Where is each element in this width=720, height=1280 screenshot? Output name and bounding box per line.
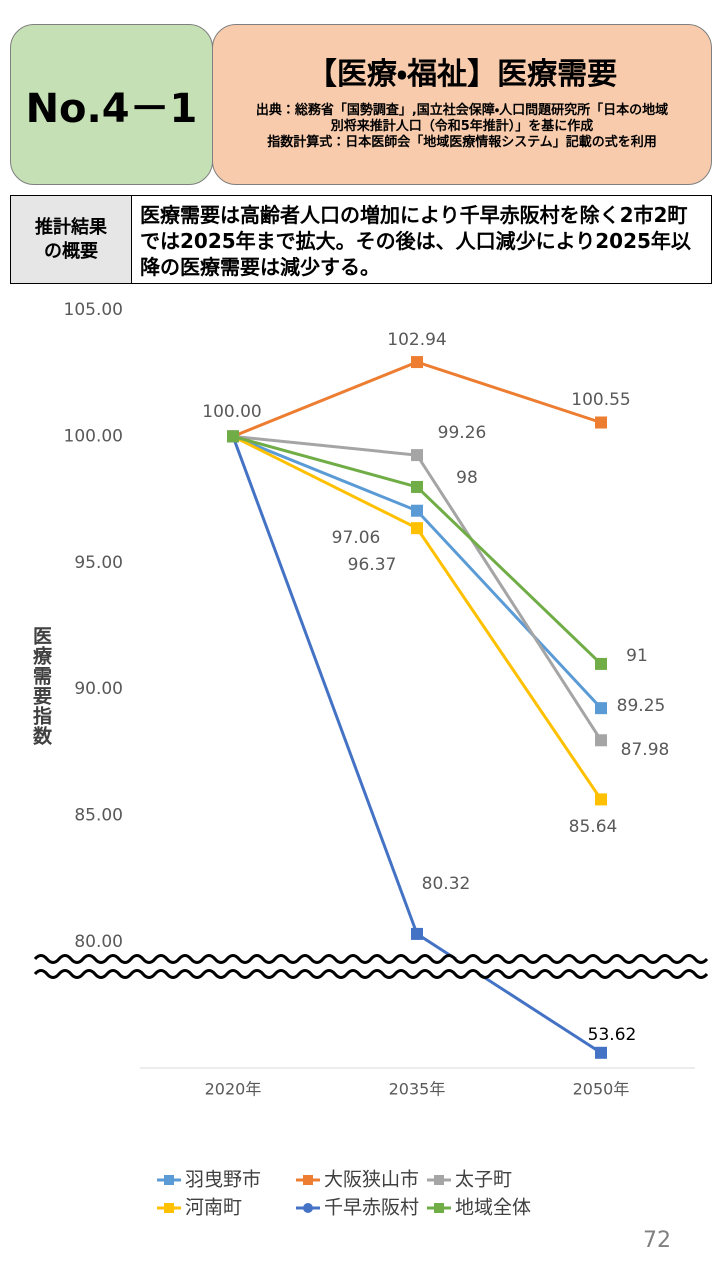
- legend-marker: [164, 1175, 174, 1185]
- data-label: 89.25: [617, 696, 666, 716]
- source-line: 別将来推計人口（令和5年推計）」を基に作成: [330, 119, 594, 134]
- page-number: 72: [643, 1228, 671, 1253]
- point: [411, 927, 423, 940]
- data-label: 53.62: [588, 1025, 637, 1045]
- title-box: 【医療・福祉】医療需要 出典：総務省「国勢調査」,国立社会保障・人口問題研究所「…: [212, 24, 712, 185]
- legend-label: 千早赤阪村: [324, 1197, 419, 1219]
- data-label: 102.94: [387, 330, 446, 350]
- legend-marker: [303, 1175, 313, 1185]
- point: [595, 1046, 607, 1059]
- y-tick-label: 100.00: [64, 426, 123, 446]
- data-label: 100.55: [571, 390, 630, 410]
- data-label: 91: [626, 646, 648, 666]
- summary-label: 推計結果 の概要: [11, 196, 132, 283]
- point: [411, 522, 423, 535]
- point: [411, 504, 423, 517]
- y-axis-label: 医療需要指数: [30, 626, 52, 746]
- data-label: 80.32: [422, 874, 471, 894]
- source: 出典：総務省「国勢調査」,国立社会保障・人口問題研究所「日本の地域 別将来推計人…: [213, 103, 711, 151]
- summary-label-line: 推計結果: [35, 216, 107, 238]
- point: [411, 449, 423, 462]
- summary-label-line: の概要: [44, 240, 98, 262]
- data-label: 87.98: [621, 740, 670, 760]
- legend-label: 河南町: [185, 1197, 242, 1219]
- break-line: [33, 954, 709, 964]
- point: [595, 702, 607, 715]
- point: [411, 356, 423, 369]
- point: [411, 480, 423, 493]
- legend-marker: [434, 1175, 444, 1185]
- legend-label: 羽曳野市: [185, 1169, 261, 1191]
- legend-label: 太子町: [455, 1169, 512, 1191]
- plot: [227, 356, 607, 1059]
- data-label: 96.37: [348, 555, 397, 575]
- slide-number: No.4－1: [10, 24, 213, 185]
- x-tick-label: 2020年: [205, 1080, 262, 1099]
- axis-break: [33, 954, 709, 979]
- labels: 80.00 85.00 90.00 95.00 100.00 105.00 2020年 203…: [64, 300, 670, 1219]
- x-tick-label: 2050年: [573, 1080, 630, 1099]
- source-line: 出典：総務省「国勢調査」,国立社会保障・人口問題研究所「日本の地域: [255, 103, 669, 118]
- data-label: 99.26: [438, 423, 487, 443]
- x-tick-label: 2035年: [389, 1080, 446, 1099]
- point: [595, 734, 607, 747]
- legend-marker: [303, 1203, 313, 1213]
- point: [227, 430, 239, 443]
- series-line: [232, 360, 602, 438]
- summary-table: 推計結果 の概要 医療需要は高齢者人口の増加により千早赤阪村を除く2市2町では2…: [10, 195, 712, 284]
- point: [595, 416, 607, 429]
- title: 【医療・福祉】医療需要: [306, 57, 618, 92]
- y-tick-label: 85.00: [74, 806, 123, 826]
- y-tick-label: 80.00: [74, 932, 123, 952]
- y-tick-label: 90.00: [74, 679, 123, 699]
- summary-text: 医療需要は高齢者人口の増加により千早赤阪村を除く2市2町では2025年まで拡大。…: [140, 203, 691, 279]
- data-label: 97.06: [332, 528, 381, 548]
- data-label: 98: [456, 468, 478, 488]
- break-line: [33, 969, 709, 979]
- series-line: [232, 434, 603, 666]
- point: [595, 793, 607, 806]
- series-line: [232, 435, 603, 710]
- y-tick-label: 95.00: [74, 553, 123, 573]
- legend-label: 地域全体: [455, 1197, 531, 1219]
- data-label: 100.00: [202, 402, 261, 422]
- y-tick-label: 105.00: [64, 300, 123, 320]
- legend-label: 大阪狭山市: [324, 1169, 419, 1191]
- data-label: 85.64: [569, 817, 618, 837]
- legend-marker: [164, 1203, 174, 1213]
- source-line: 指数計算式：日本医師会「地域医療情報システム」記載の式を利用: [267, 135, 657, 150]
- legend-marker: [434, 1203, 444, 1213]
- point: [595, 657, 607, 670]
